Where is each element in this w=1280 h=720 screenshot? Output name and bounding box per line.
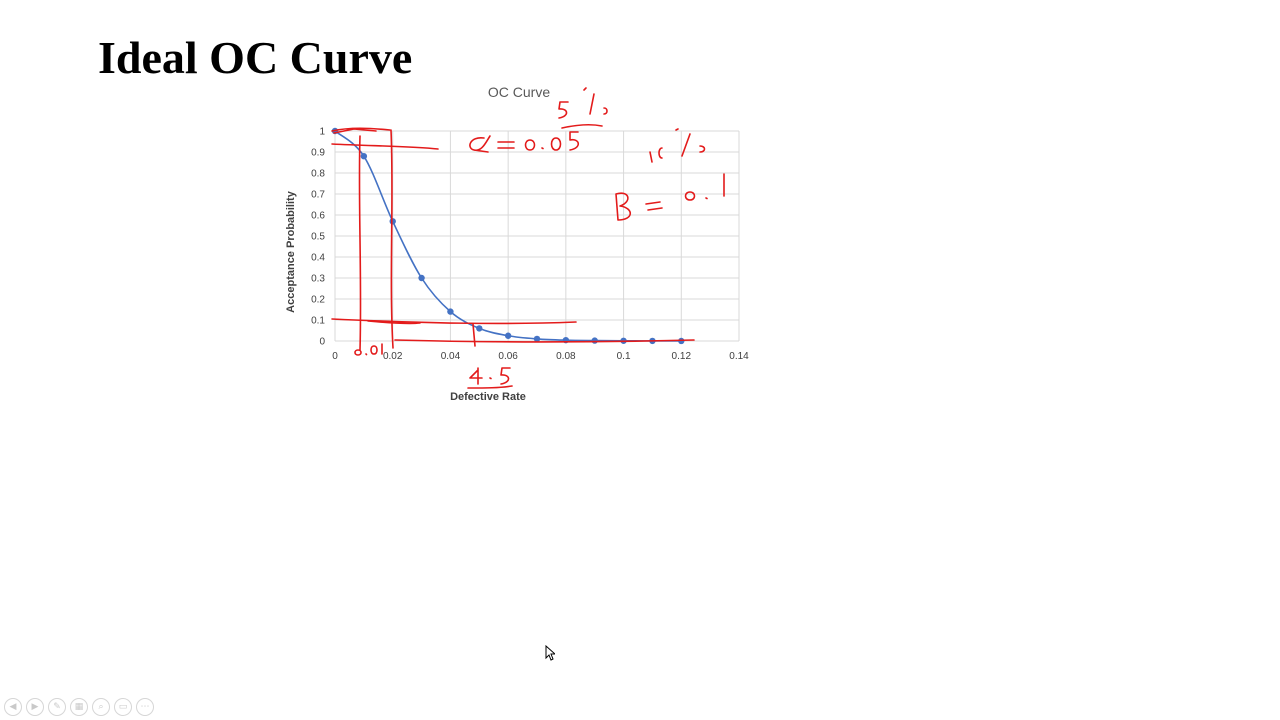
data-point (504, 332, 512, 339)
oc-curve-chart: OC Curve 00.10.20.30.40.50.60.70.80.910 0… (285, 84, 749, 403)
y-tick-label: 0.6 (311, 211, 325, 222)
x-tick-label: 0.08 (556, 351, 576, 362)
zoom-icon[interactable]: ⌕ (92, 698, 110, 716)
slide-title: Ideal OC Curve (98, 32, 413, 83)
ink-hline-095 (331, 143, 439, 150)
y-tick-label: 0.2 (311, 295, 325, 306)
chart-grid (334, 130, 740, 342)
ink-alpha-pct (558, 87, 608, 119)
ink-vline-0-047 (472, 323, 476, 347)
subtitle-icon[interactable]: ▭ (114, 698, 132, 716)
data-point (447, 308, 454, 315)
data-point (591, 337, 598, 344)
ink-vline-0-01 (358, 135, 362, 351)
y-tick-label: 0.4 (311, 253, 325, 264)
prev-icon[interactable]: ◀ (4, 698, 22, 716)
ink-baseline (394, 339, 695, 343)
next-icon[interactable]: ▶ (26, 698, 44, 716)
presentation-toolbar: ◀ ▶ ✎ ▦ ⌕ ▭ ⋯ (4, 698, 154, 716)
y-tick-label: 0 (319, 337, 325, 348)
x-tick-label: 0.04 (441, 351, 461, 362)
ink-beta-pct (649, 128, 706, 163)
y-axis-title: Acceptance Probability (285, 190, 297, 313)
y-tick-label: 0.9 (311, 148, 325, 159)
ink-x-mark-high (467, 367, 513, 389)
data-point (476, 325, 483, 332)
x-axis-title: Defective Rate (450, 391, 526, 403)
more-icon[interactable]: ⋯ (136, 698, 154, 716)
x-tick-label: 0 (332, 351, 338, 362)
x-tick-label: 0.14 (729, 351, 749, 362)
ink-x-mark-low (354, 343, 383, 356)
data-point (418, 274, 425, 282)
ink-beta (615, 173, 725, 221)
ink-top-scribble (331, 127, 391, 134)
x-tick-label: 0.12 (672, 351, 692, 362)
chart-ticks: 0 0.1 0.2 0.3 0.4 0.5 0.6 0.7 0.8 0.9 1 0 0.02 0.04 0.… (311, 127, 749, 363)
x-tick-label: 0.02 (383, 351, 403, 362)
chart-title: OC Curve (488, 84, 550, 100)
y-tick-label: 0.5 (311, 232, 325, 243)
ink-hline-01b (367, 320, 421, 325)
slides-icon[interactable]: ▦ (70, 698, 88, 716)
y-tick-label: 1 (319, 127, 325, 138)
y-tick-label: 0.8 (311, 169, 325, 180)
pen-icon[interactable]: ✎ (48, 698, 66, 716)
data-point (389, 218, 396, 225)
mouse-cursor-icon (545, 645, 555, 661)
y-tick-label: 0.3 (311, 274, 325, 285)
data-point (360, 153, 368, 160)
x-tick-label: 0.1 (617, 351, 631, 362)
x-tick-label: 0.06 (498, 351, 518, 362)
y-tick-label: 0.1 (311, 316, 325, 327)
ink-hline-01 (331, 318, 577, 325)
y-tick-label: 0.7 (311, 190, 325, 201)
data-point (533, 335, 541, 343)
handwritten-annotations (331, 87, 725, 389)
ink-alpha (469, 123, 603, 153)
